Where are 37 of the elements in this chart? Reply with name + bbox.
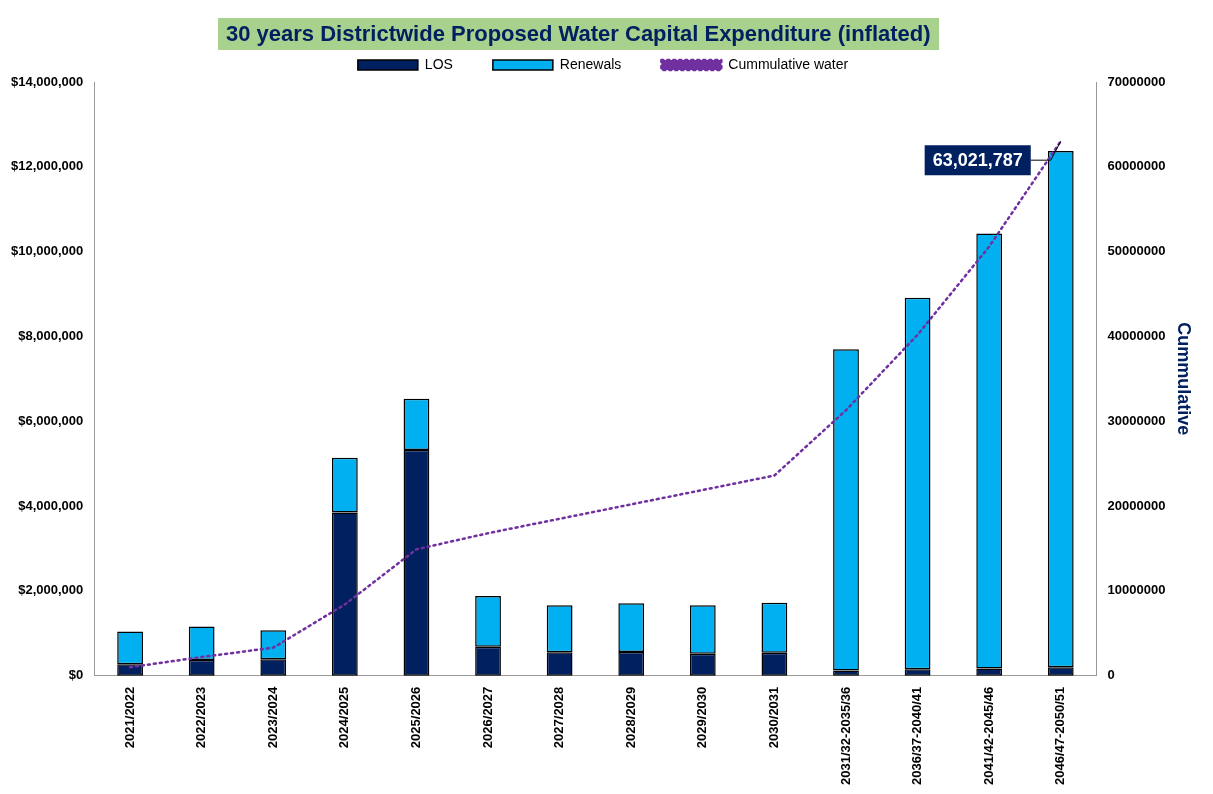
y2-tick-label: 20000000 bbox=[1107, 497, 1166, 513]
x-tick-label: 2031/32-2035/36 bbox=[837, 686, 853, 785]
x-tick-label: 2027/2028 bbox=[551, 686, 567, 749]
x-tick-label: 2023/2024 bbox=[264, 685, 280, 749]
legend-label: Cummulative water bbox=[728, 55, 849, 72]
y-tick-label: $14,000,000 bbox=[11, 73, 84, 89]
chart-title: 30 years Districtwide Proposed Water Capital Expenditure (inflated) bbox=[218, 18, 939, 50]
y2-axis-title: Cummulative bbox=[1174, 322, 1195, 436]
y-tick-label: $0 bbox=[68, 667, 84, 683]
legend-label: LOS bbox=[424, 55, 453, 72]
y2-tick-label: 40000000 bbox=[1107, 328, 1166, 344]
y-tick-label: $4,000,000 bbox=[18, 497, 84, 513]
y2-tick-label: 10000000 bbox=[1107, 582, 1166, 598]
x-tick-label: 2030/2031 bbox=[765, 686, 781, 749]
x-tick-label: 2036/37-2040/41 bbox=[909, 686, 925, 785]
x-tick-label: 2041/42-2045/46 bbox=[980, 686, 996, 785]
x-tick-label: 2021/2022 bbox=[121, 686, 137, 749]
legend-label: Renewals bbox=[559, 55, 622, 72]
x-tick-label: 2029/2030 bbox=[694, 686, 710, 749]
x-tick-label: 2025/2026 bbox=[408, 686, 424, 749]
y-tick-label: $10,000,000 bbox=[11, 243, 84, 259]
x-tick-label: 2028/2029 bbox=[622, 686, 638, 749]
y-tick-label: $12,000,000 bbox=[11, 158, 84, 174]
y2-tick-label: 0 bbox=[1107, 667, 1115, 683]
y2-tick-label: 50000000 bbox=[1107, 243, 1166, 259]
x-tick-label: 2024/2025 bbox=[336, 686, 352, 749]
y-tick-label: $8,000,000 bbox=[18, 328, 84, 344]
y2-tick-label: 60000000 bbox=[1107, 158, 1166, 174]
line-series bbox=[128, 139, 1063, 669]
y-tick-label: $2,000,000 bbox=[18, 582, 84, 598]
x-tick-label: 2046/47-2050/51 bbox=[1052, 686, 1068, 785]
y2-tick-label: 70000000 bbox=[1107, 73, 1166, 89]
x-tick-label: 2026/2027 bbox=[479, 686, 495, 749]
y-tick-label: $6,000,000 bbox=[18, 412, 84, 428]
data-label: 63,021,787 bbox=[932, 150, 1023, 171]
y2-tick-label: 30000000 bbox=[1107, 412, 1166, 428]
x-tick-label: 2022/2023 bbox=[193, 686, 209, 749]
